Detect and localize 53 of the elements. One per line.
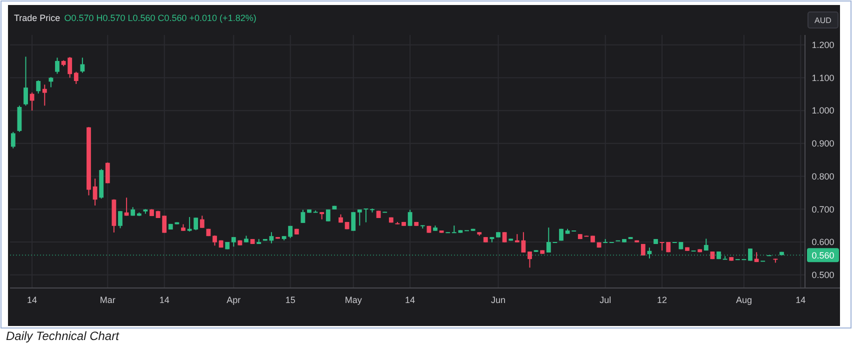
candlestick [722, 256, 728, 260]
candlestick [55, 57, 60, 74]
x-tick-label: 14 [796, 295, 806, 306]
candlestick [24, 56, 28, 106]
candlestick [10, 131, 16, 149]
candlestick [17, 105, 22, 132]
x-tick-label: Aug [736, 295, 752, 306]
chart-subtitle: O0.570 H0.570 L0.560 C0.560 +0.010 (+1.82%) [64, 13, 256, 23]
y-tick-label: 1.000 [812, 106, 834, 116]
x-tick-label: Jun [490, 295, 506, 306]
y-tick-label: 0.500 [812, 270, 834, 280]
candlestick [357, 208, 362, 226]
candlestick [300, 209, 306, 224]
ref-line-label: 0.560 [812, 250, 834, 260]
candlestick [748, 248, 752, 262]
text: AUD [814, 16, 832, 25]
y-tick-label: 1.100 [812, 72, 834, 83]
candlestick [105, 162, 110, 184]
x-tick-label: 14 [159, 295, 170, 306]
candlestick [30, 92, 34, 112]
x-tick-label: 14 [27, 295, 38, 306]
x-tick-label: Jul [600, 295, 612, 306]
y-tick-label: 0.600 [812, 237, 834, 248]
y-tick-label: 0.800 [812, 171, 834, 182]
y-tick-label: 0.700 [812, 204, 834, 214]
candlestick [80, 57, 85, 74]
candlestick [647, 247, 652, 259]
x-tick-label: 14 [405, 295, 416, 306]
candlestick [231, 236, 236, 248]
candlestick [124, 197, 129, 216]
candlestick [364, 208, 368, 223]
candlestick [212, 234, 217, 246]
candlestick [36, 80, 41, 94]
x-tick-label: May [344, 295, 362, 306]
y-tick-label: 0.900 [812, 138, 834, 149]
candlestick [118, 210, 122, 229]
candlestick [92, 178, 98, 206]
candlestick [502, 232, 507, 243]
candlestick [74, 71, 78, 84]
candlestick [48, 76, 54, 88]
candlestick [351, 212, 356, 232]
candlestick [408, 209, 412, 226]
text: Daily Technical Chart [6, 329, 120, 343]
y-tick-label: 1.200 [812, 40, 834, 50]
candlestick [528, 251, 532, 268]
x-tick-label: 12 [657, 295, 668, 306]
x-tick-label: 15 [285, 295, 296, 306]
candlestick [200, 215, 204, 228]
x-tick-label: Mar [100, 295, 116, 306]
x-tick-label: Apr [226, 295, 241, 306]
candlestick [42, 84, 47, 106]
chart-title: Trade Price [14, 13, 60, 23]
candlestick [603, 238, 608, 243]
